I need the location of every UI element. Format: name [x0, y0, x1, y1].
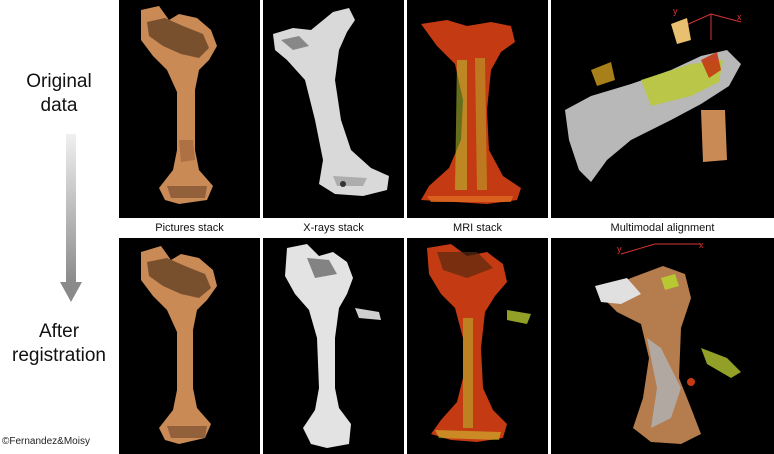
mri-original-panel [407, 0, 548, 218]
xrays-after-image [285, 244, 381, 448]
row-label-after-line2: registration [12, 345, 106, 366]
caption-xrays-stack: X-rays stack [303, 222, 364, 234]
multimodal-after-image: y x [595, 240, 741, 444]
caption-pictures-stack: Pictures stack [155, 222, 224, 234]
mri-original-image [421, 20, 521, 204]
down-arrow-icon [60, 134, 82, 302]
pictures-original-panel [119, 0, 260, 218]
row-label-original-line1: Original [26, 71, 92, 92]
axis-label-x-after: x [699, 240, 704, 250]
xrays-original-image [273, 8, 389, 196]
xrays-after-panel [263, 238, 404, 454]
multimodal-original-panel: y x [551, 0, 774, 218]
row-label-after: After registration [0, 320, 118, 368]
caption-mri-stack: MRI stack [453, 222, 502, 234]
pictures-after-image [141, 246, 217, 444]
mri-after-panel [407, 238, 548, 454]
multimodal-after-panel: y x [551, 238, 774, 454]
mri-after-image [427, 244, 531, 442]
row-label-original: Original data [0, 70, 118, 118]
row-label-after-line1: After [38, 321, 80, 342]
axis-label-y-after: y [617, 244, 622, 254]
row-label-original-line2: data [40, 95, 78, 116]
xrays-original-panel [263, 0, 404, 218]
caption-multimodal-alignment: Multimodal alignment [610, 222, 715, 234]
axis-label-x: x [737, 12, 742, 22]
axis-label-y: y [673, 6, 678, 16]
pictures-after-panel [119, 238, 260, 454]
pictures-original-image [141, 6, 217, 204]
copyright-text: ©Fernandez&Moisy [2, 436, 90, 447]
multimodal-original-image: y x [565, 6, 742, 182]
